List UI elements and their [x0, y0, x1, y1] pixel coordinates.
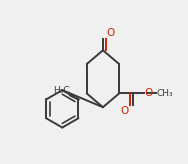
Text: O: O	[121, 106, 129, 116]
Text: O: O	[106, 28, 115, 38]
Text: H₃C: H₃C	[53, 86, 70, 95]
Text: CH₃: CH₃	[157, 89, 174, 98]
Text: O: O	[145, 88, 153, 98]
